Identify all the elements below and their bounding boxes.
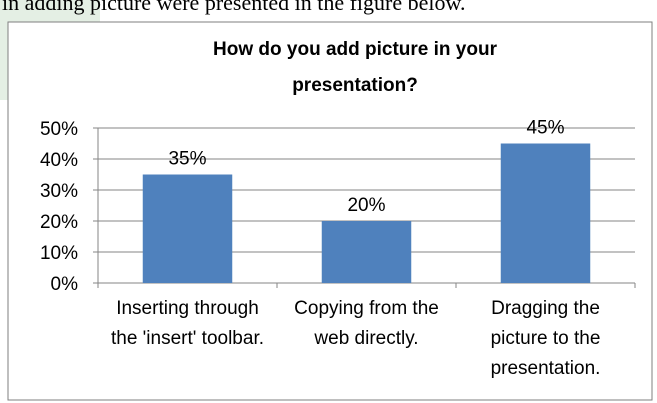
bar xyxy=(321,221,412,283)
x-label-box: Dragging the picture to the presentation… xyxy=(490,298,601,379)
x-label-box: Inserting through the 'insert' toolbar. xyxy=(110,298,264,349)
value-label: 35% xyxy=(168,149,206,170)
y-tick-label: 0% xyxy=(51,274,79,295)
y-tick-label: 40% xyxy=(40,150,78,171)
x-label-box: Copying from the web directly. xyxy=(294,298,439,349)
chart-title: How do you add picture in your presentat… xyxy=(213,39,497,96)
title-box: How do you add picture in your presentat… xyxy=(213,39,497,96)
x-tick-label: Inserting through the 'insert' toolbar. xyxy=(110,298,264,349)
y-tick-label: 10% xyxy=(40,243,78,264)
y-tick-label: 30% xyxy=(40,181,78,202)
y-tick-label: 20% xyxy=(40,212,78,233)
y-tick-label: 50% xyxy=(40,119,78,140)
x-tick-label: Copying from the web directly. xyxy=(294,298,439,349)
page-text: in adding picture were presented in the … xyxy=(2,0,465,15)
bar xyxy=(142,174,233,283)
value-label: 45% xyxy=(526,118,564,139)
value-label: 20% xyxy=(347,195,385,216)
bar xyxy=(500,143,591,283)
x-tick-label: Dragging the picture to the presentation… xyxy=(490,298,601,379)
